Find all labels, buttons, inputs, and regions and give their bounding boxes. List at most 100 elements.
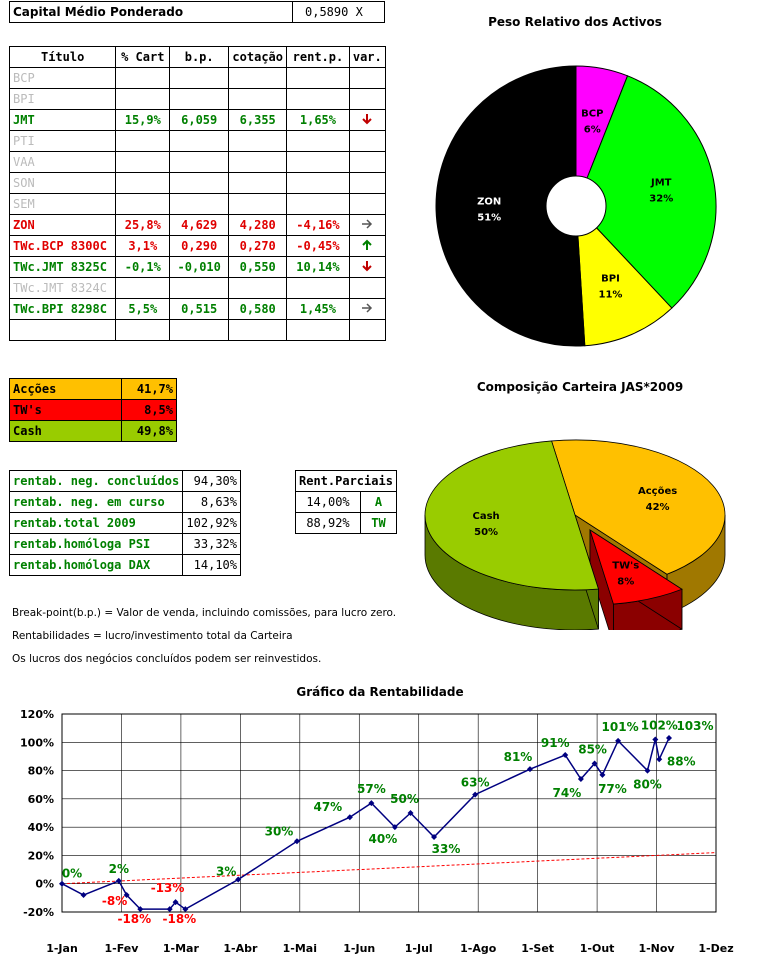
y-tick-label: 60% xyxy=(28,793,54,806)
returns-value: 14,10% xyxy=(182,554,241,576)
x-tick-label: 1-Abr xyxy=(223,942,258,955)
portfolio-header-2: b.p. xyxy=(169,46,230,68)
data-point xyxy=(235,876,242,883)
pie1-slice-jmt xyxy=(575,75,717,309)
data-label: 81% xyxy=(504,750,533,764)
data-label: 63% xyxy=(461,776,490,790)
asset-cot xyxy=(228,67,288,89)
returns-label: rentab. neg. concluídos xyxy=(8,470,184,492)
composition-row: Cash 49,8% xyxy=(9,420,177,442)
y-tick-label: 40% xyxy=(28,821,54,834)
asset-cart: -0,1% xyxy=(115,256,171,278)
asset-rent: -0,45% xyxy=(286,235,350,257)
asset-rent xyxy=(286,151,350,173)
asset-name: SON xyxy=(8,172,117,194)
partial-header: Rent.Parciais xyxy=(295,470,397,492)
asset-bp xyxy=(169,67,230,89)
composition-row: Acções 41,7% xyxy=(9,378,177,400)
y-tick-label: 120% xyxy=(20,708,54,721)
asset-name: SEM xyxy=(8,193,117,215)
table-row: ZON 25,8% 4,629 4,280 -4,16% xyxy=(8,214,387,236)
asset-rent xyxy=(286,88,350,110)
partial-tag: TW xyxy=(360,512,397,534)
data-label: 50% xyxy=(390,792,419,806)
partial-returns-table: Rent.Parciais 14,00% A 88,92% TW xyxy=(295,470,397,534)
note-breakpoint: Break-point(b.p.) = Valor de venda, incl… xyxy=(12,607,397,619)
line-title: Gráfico da Rentabilidade xyxy=(296,685,464,699)
asset-cart xyxy=(115,130,171,152)
x-tick-label: 1-Fev xyxy=(104,942,139,955)
partial-tag: A xyxy=(360,491,397,513)
capital-value: 0,5890 X xyxy=(292,1,385,23)
asset-name: TWc.JMT 8325C xyxy=(8,256,117,278)
returns-row: rentab.total 2009 102,92% xyxy=(8,512,241,534)
asset-bp xyxy=(169,88,230,110)
arrow-up-icon xyxy=(362,239,373,250)
trendline xyxy=(61,852,717,885)
data-point xyxy=(80,892,87,899)
data-label: 80% xyxy=(633,778,662,792)
asset-cot: 0,270 xyxy=(228,235,288,257)
composition-label: Acções xyxy=(9,378,122,400)
asset-cot: 0,580 xyxy=(228,298,288,320)
asset-rent xyxy=(286,193,350,215)
composition-value: 49,8% xyxy=(121,420,177,442)
data-point xyxy=(431,834,438,841)
asset-cart xyxy=(115,193,171,215)
asset-rent xyxy=(286,67,350,89)
asset-cot xyxy=(228,319,288,341)
data-label: -18% xyxy=(163,912,197,926)
table-row: SEM xyxy=(8,193,387,215)
asset-bp: 0,515 xyxy=(169,298,230,320)
data-label: 88% xyxy=(667,754,696,768)
data-label: -8% xyxy=(102,894,127,908)
composition-row: TW's 8,5% xyxy=(9,399,177,421)
data-point xyxy=(166,906,173,913)
returns-value: 33,32% xyxy=(182,533,241,555)
table-row: BPI xyxy=(8,88,387,110)
asset-var xyxy=(348,298,387,320)
pie2-label: Cash xyxy=(473,511,500,522)
y-tick-label: 20% xyxy=(28,849,54,862)
table-row: TWc.JMT 8324C xyxy=(8,277,387,299)
asset-cart xyxy=(115,67,171,89)
pie2-slice-aces xyxy=(551,439,726,575)
composition-label: TW's xyxy=(9,399,122,421)
asset-var xyxy=(348,88,387,110)
asset-var xyxy=(348,235,387,257)
data-point xyxy=(526,766,533,773)
returns-value: 8,63% xyxy=(182,491,241,513)
pie2-value: 8% xyxy=(617,576,634,587)
x-tick-label: 1-Ago xyxy=(460,942,497,955)
returns-row: rentab. neg. concluídos 94,30% xyxy=(8,470,241,492)
returns-value: 94,30% xyxy=(182,470,241,492)
asset-cart xyxy=(115,172,171,194)
asset-cart xyxy=(115,319,171,341)
table-row: JMT 15,9% 6,059 6,355 1,65% xyxy=(8,109,387,131)
asset-bp: 0,290 xyxy=(169,235,230,257)
data-point xyxy=(346,814,353,821)
data-label: 40% xyxy=(369,832,398,846)
asset-name: VAA xyxy=(8,151,117,173)
returns-label: rentab.homóloga DAX xyxy=(8,554,184,576)
returns-row: rentab.homóloga PSI 33,32% xyxy=(8,533,241,555)
data-label: -13% xyxy=(151,881,185,895)
asset-var xyxy=(348,193,387,215)
data-point xyxy=(172,899,179,906)
asset-bp: 6,059 xyxy=(169,109,230,131)
pie1-label: JMT xyxy=(650,178,672,189)
portfolio-header-3: cotação xyxy=(228,46,288,68)
asset-name: BCP xyxy=(8,67,117,89)
asset-name: BPI xyxy=(8,88,117,110)
asset-var xyxy=(348,67,387,89)
asset-name: TWc.JMT 8324C xyxy=(8,277,117,299)
asset-var xyxy=(348,151,387,173)
partial-row: 14,00% A xyxy=(295,491,397,513)
pie1-value: 6% xyxy=(584,125,601,136)
pie2-title: Composição Carteira JAS*2009 xyxy=(476,380,684,394)
asset-cot xyxy=(228,172,288,194)
asset-bp: -0,010 xyxy=(169,256,230,278)
asset-name xyxy=(8,319,117,341)
pie1-label: ZON xyxy=(477,197,501,208)
pie-chart-assets: BCP 6% JMT 32% BPI 11% ZON 51% xyxy=(435,65,717,347)
